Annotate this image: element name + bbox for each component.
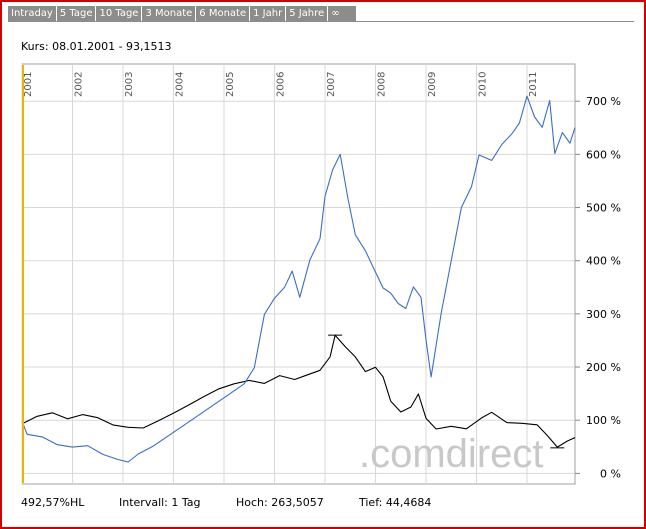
high-label: Hoch: 263,5057 xyxy=(236,496,324,509)
y-tick-label: 400 % xyxy=(586,255,621,268)
x-tick-label: 2010 xyxy=(478,72,489,97)
y-tick-label: 500 % xyxy=(586,202,621,215)
x-tick-label: 2002 xyxy=(74,72,85,97)
tab-10-tage[interactable]: 10 Tage xyxy=(96,6,143,21)
tab-6-monate[interactable]: 6 Monate xyxy=(196,6,251,21)
plot-area xyxy=(21,63,576,485)
x-tick-label: 2006 xyxy=(276,72,287,97)
y-tick-label: 200 % xyxy=(586,361,621,374)
x-tick-label: 2005 xyxy=(225,72,236,97)
tab-intraday[interactable]: Intraday xyxy=(8,6,57,21)
y-tick-label: 300 % xyxy=(586,308,621,321)
y-tick-label: 100 % xyxy=(586,414,621,427)
tab-3-monate[interactable]: 3 Monate xyxy=(142,6,197,21)
y-axis-labels: 0 % 100 % 200 % 300 % 400 % 500 % 600 % 700 % xyxy=(586,95,621,480)
series-line-compare xyxy=(21,95,576,463)
x-tick-label: 2007 xyxy=(326,72,337,97)
y-tick-label: 700 % xyxy=(586,95,621,108)
watermark-logo: .comdirect xyxy=(359,432,544,476)
x-axis-labels: 2001 2002 2003 2004 2005 2006 2007 2008 2009 2010… xyxy=(23,72,539,97)
tab-5-jahre[interactable]: 5 Jahre xyxy=(286,6,329,21)
price-readout: Kurs: 08.01.2001 - 93,1513 xyxy=(21,40,172,53)
tab-1-jahr[interactable]: 1 Jahr xyxy=(250,6,287,21)
x-tick-label: 2004 xyxy=(175,72,186,97)
tab-5-tage[interactable]: 5 Tage xyxy=(57,6,97,21)
x-tick-label: 2001 xyxy=(23,72,34,97)
x-tick-label: 2011 xyxy=(528,72,539,97)
y-tick-label: 600 % xyxy=(586,148,621,161)
tab-divider xyxy=(8,21,634,22)
x-tick-label: 2009 xyxy=(427,72,438,97)
low-label: Tief: 44,4684 xyxy=(359,496,432,509)
y-tick-label: 0 % xyxy=(600,467,621,480)
tab-max[interactable]: ∞ xyxy=(331,8,340,19)
performance-label: 492,57%HL xyxy=(21,496,85,509)
x-tick-label: 2003 xyxy=(124,72,135,97)
interval-label: Intervall: 1 Tag xyxy=(119,496,201,509)
crosshair-cursor[interactable] xyxy=(22,65,24,483)
x-tick-label: 2008 xyxy=(377,72,388,97)
timeframe-tabs: Intraday 5 Tage 10 Tage 3 Monate 6 Monat… xyxy=(8,6,356,21)
series-layer xyxy=(21,95,576,463)
